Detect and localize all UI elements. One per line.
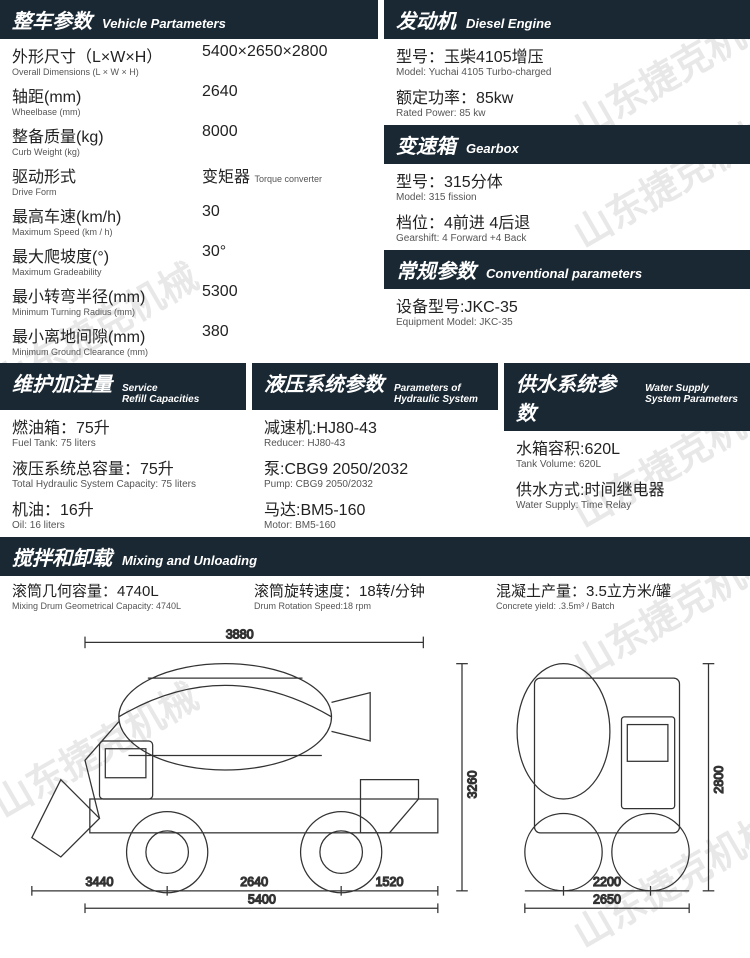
spec-row: 机油：16升Oil: 16 liters <box>0 492 246 533</box>
svg-text:3880: 3880 <box>226 628 254 642</box>
spec-row: 最大爬坡度(°) Maximum Gradeability 30° <box>0 239 378 279</box>
svg-text:3440: 3440 <box>86 875 114 889</box>
spec-row: 泵:CBG9 2050/2032Pump: CBG9 2050/2032 <box>252 451 498 492</box>
spec-row: 外形尺寸（L×W×H） Overall Dimensions (L × W × … <box>0 39 378 79</box>
header-en: Vehicle Partameters <box>102 16 226 31</box>
spec-row: 档位：4前进 4后退Gearshift: 4 Forward +4 Back <box>384 205 750 246</box>
spec-row: 整备质量(kg) Curb Weight (kg) 8000 <box>0 119 378 159</box>
service-header: 维护加注量 Service Refill Capacities <box>0 363 246 410</box>
mixing-item: 滚筒几何容量：4740LMixing Drum Geometrical Capa… <box>12 580 254 611</box>
spec-row: 额定功率：85kwRated Power: 85 kw <box>384 80 750 121</box>
spec-row: 最小转弯半径(mm) Minimum Turning Radius (mm) 5… <box>0 279 378 319</box>
spec-row: 最小离地间隙(mm) Minimum Ground Clearance (mm)… <box>0 319 378 359</box>
svg-text:3260: 3260 <box>466 771 480 799</box>
svg-text:1520: 1520 <box>376 875 404 889</box>
mixing-item: 混凝土产量：3.5立方米/罐Concrete yield: .3.5m³ / B… <box>496 580 738 611</box>
conventional-header: 常规参数 Conventional parameters <box>384 250 750 289</box>
mixing-header: 搅拌和卸载 Mixing and Unloading <box>0 537 750 576</box>
svg-text:5400: 5400 <box>248 892 276 906</box>
spec-row: 水箱容积:620LTank Volume: 620L <box>504 431 750 472</box>
spec-row: 驱动形式 Drive Form 变矩器 Torque converter <box>0 159 378 199</box>
dimension-diagram: 3880 3260 3440 2640 1520 <box>0 615 750 925</box>
water-header: 供水系统参数 Water Supply System Parameters <box>504 363 750 431</box>
vehicle-params-header: 整车参数 Vehicle Partameters <box>0 0 378 39</box>
spec-row: 马达:BM5-160Motor: BM5-160 <box>252 492 498 533</box>
header-cn: 整车参数 <box>12 5 92 34</box>
mixing-item: 滚筒旋转速度：18转/分钟Drum Rotation Speed:18 rpm <box>254 580 496 611</box>
spec-row: 液压系统总容量：75升Total Hydraulic System Capaci… <box>0 451 246 492</box>
spec-row: 型号：玉柴4105增压Model: Yuchai 4105 Turbo-char… <box>384 39 750 80</box>
spec-row: 减速机:HJ80-43Reducer: HJ80-43 <box>252 410 498 451</box>
spec-row: 最高车速(km/h) Maximum Speed (km / h) 30 <box>0 199 378 239</box>
svg-text:2800: 2800 <box>712 766 726 794</box>
gearbox-header: 变速箱 Gearbox <box>384 125 750 164</box>
svg-text:2200: 2200 <box>593 875 621 889</box>
spec-row: 型号：315分体Model: 315 fission <box>384 164 750 205</box>
engine-header: 发动机 Diesel Engine <box>384 0 750 39</box>
hydraulic-header: 液压系统参数 Parameters of Hydraulic System <box>252 363 498 410</box>
spec-row: 设备型号:JKC-35Equipment Model: JKC-35 <box>384 289 750 330</box>
svg-text:2640: 2640 <box>240 875 268 889</box>
spec-row: 轴距(mm) Wheelbase (mm) 2640 <box>0 79 378 119</box>
spec-row: 供水方式:时间继电器Water Supply: Time Relay <box>504 472 750 513</box>
spec-row: 燃油箱：75升Fuel Tank: 75 liters <box>0 410 246 451</box>
svg-text:2650: 2650 <box>593 892 621 906</box>
